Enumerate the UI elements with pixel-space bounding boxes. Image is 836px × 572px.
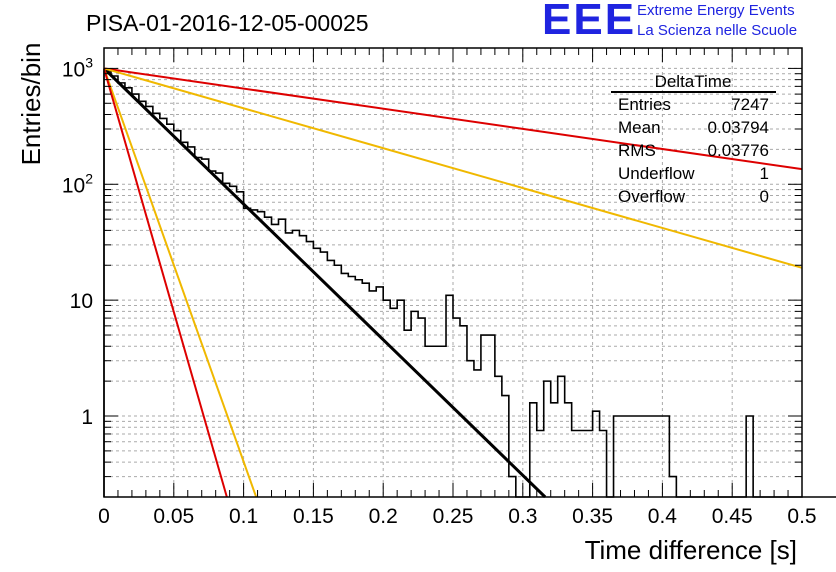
stats-label-rms: RMS — [618, 141, 656, 160]
fit-line-0 — [102, 67, 547, 499]
x-axis-label: Time difference [s] — [585, 535, 797, 565]
x-tick-label: 0 — [98, 505, 110, 528]
fit-line-4 — [103, 68, 228, 498]
stats-value-rms: 0.03776 — [708, 141, 769, 160]
stats-value-entries: 7247 — [731, 95, 769, 114]
y-axis-label: Entries/bin — [16, 43, 46, 166]
stats-label-overflow: Overflow — [618, 187, 686, 206]
tick-labels: 0 0.05 0.1 0.15 0.2 0.25 0.3 0.35 0.4 0.45 0.51101… — [62, 54, 817, 528]
stats-label-mean: Mean — [618, 118, 661, 137]
x-tick-label: 0.4 — [648, 505, 678, 528]
logo-mark: EEE — [542, 0, 637, 44]
x-tick-label: 0.15 — [293, 505, 334, 528]
y-tick-label: 102 — [62, 170, 93, 197]
x-tick-label: 0.2 — [369, 505, 398, 528]
x-tick-label: 0.35 — [572, 505, 613, 528]
stats-label-entries: Entries — [618, 95, 671, 114]
y-tick-exponent: 3 — [85, 54, 93, 70]
grid — [104, 48, 802, 497]
x-tick-label: 0.05 — [153, 505, 194, 528]
stats-title: DeltaTime — [655, 72, 732, 91]
x-tick-label: 0.25 — [433, 505, 474, 528]
y-tick-label: 103 — [62, 54, 93, 81]
page-title: PISA-01-2016-12-05-00025 — [86, 10, 369, 36]
logo-text-line2: La Scienza nelle Scuole — [637, 22, 798, 39]
histogram-outline — [103, 70, 836, 498]
stats-value-underflow: 1 — [760, 164, 769, 183]
axis-ticks — [103, 48, 803, 498]
y-tick-label: 10 — [70, 290, 93, 313]
x-tick-label: 0.5 — [787, 505, 816, 528]
fit-line-3 — [103, 68, 258, 498]
x-tick-label: 0.3 — [508, 505, 537, 528]
stats-value-overflow: 0 — [760, 187, 769, 206]
fit-line-2 — [103, 67, 803, 269]
stats-label-underflow: Underflow — [618, 164, 695, 183]
x-tick-label: 0.1 — [229, 505, 258, 528]
fit-line-1 — [103, 67, 803, 171]
histogram — [103, 70, 836, 498]
stats-rows: Entries 7247 Mean 0.03794 RMS 0.03776 Underflo… — [618, 95, 769, 206]
x-tick-label: 0.45 — [712, 505, 753, 528]
fit-lines — [102, 67, 803, 499]
logo-text-line1: Extreme Energy Events — [637, 2, 795, 19]
y-tick-label: 1 — [81, 406, 93, 429]
stats-value-mean: 0.03794 — [708, 118, 769, 137]
stats-box: DeltaTime Entries 7247 Mean 0.03794 RMS 0.037… — [611, 72, 776, 206]
y-tick-exponent: 2 — [85, 170, 93, 186]
